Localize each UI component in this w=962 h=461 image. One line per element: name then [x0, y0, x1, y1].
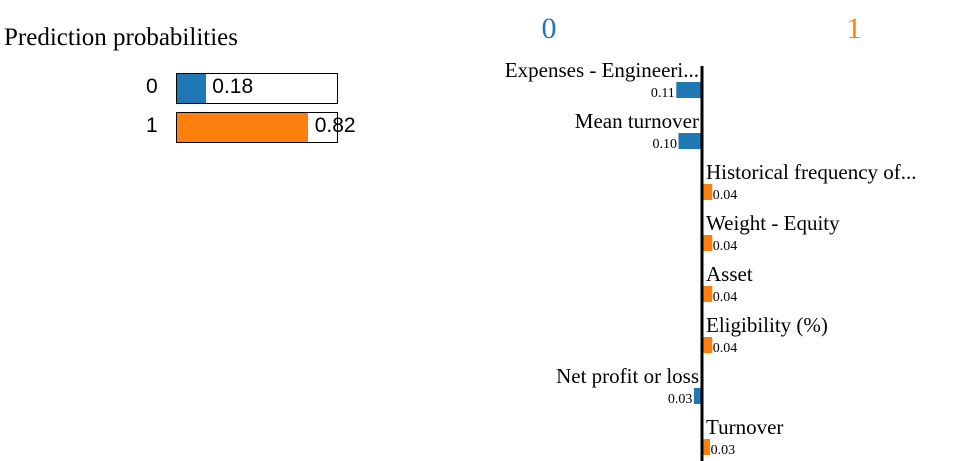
feature-name-label: Historical frequency of... — [706, 160, 917, 184]
probability-class-label: 1 — [146, 114, 158, 137]
feature-weight-label: 0.04 — [713, 341, 738, 356]
feature-weight-label: 0.04 — [713, 290, 738, 305]
probability-class-label: 0 — [146, 75, 158, 98]
feature-name-label: Mean turnover — [575, 109, 699, 133]
feature-bar — [703, 439, 711, 455]
probability-bar-fill — [177, 74, 206, 103]
feature-name-label: Eligibility (%) — [706, 313, 828, 337]
probability-bar-frame — [176, 112, 338, 143]
probability-bar-frame — [176, 73, 338, 104]
feature-bar — [703, 337, 713, 353]
feature-name-label: Asset — [706, 262, 753, 286]
feature-bar — [678, 133, 701, 149]
feature-weight-label: 0.03 — [711, 443, 736, 458]
probability-bar-fill — [177, 113, 309, 142]
feature-bar — [703, 235, 713, 251]
probability-value-label: 0.18 — [212, 75, 254, 98]
feature-name-label: Expenses - Engineeri... — [505, 58, 699, 82]
probability-value-label: 0.82 — [314, 114, 356, 137]
feature-bar — [693, 388, 701, 404]
feature-weight-label: 0.11 — [651, 86, 675, 101]
feature-name-label: Net profit or loss — [556, 364, 699, 388]
class-header-1: 1 — [847, 12, 862, 45]
feature-weight-label: 0.03 — [668, 392, 693, 407]
feature-bar — [703, 286, 713, 302]
feature-bar — [676, 82, 701, 98]
feature-weight-label: 0.10 — [653, 137, 678, 152]
feature-bar — [703, 184, 713, 200]
feature-name-label: Turnover — [706, 415, 783, 439]
prediction-probabilities-title: Prediction probabilities — [4, 24, 238, 51]
class-header-0: 0 — [542, 12, 557, 45]
feature-weight-label: 0.04 — [713, 188, 738, 203]
feature-weight-label: 0.04 — [713, 239, 738, 254]
feature-name-label: Weight - Equity — [706, 211, 840, 235]
